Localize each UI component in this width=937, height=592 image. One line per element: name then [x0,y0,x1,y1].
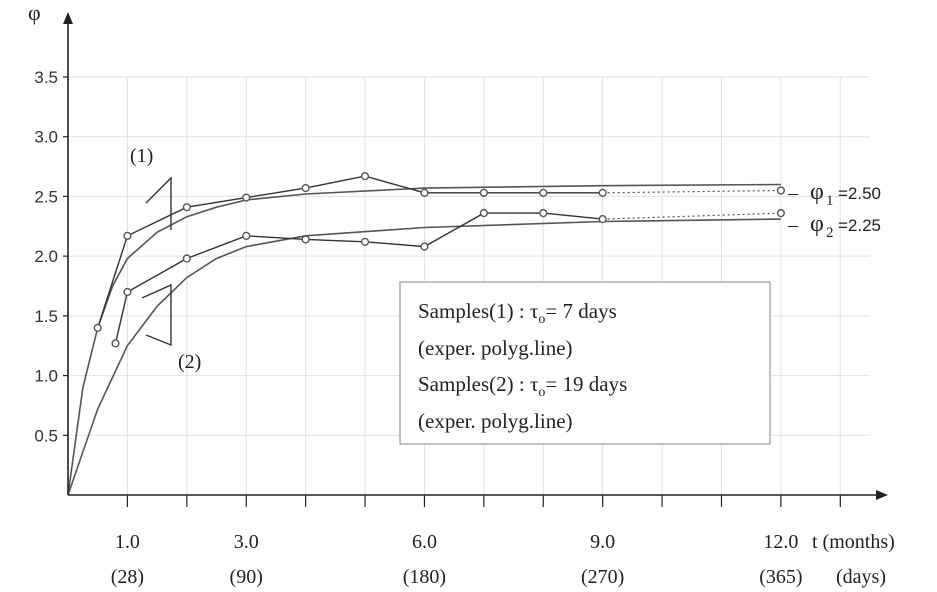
asymptote-2-label: – φ 2 =2.25 [787,211,881,241]
series-1-fitted-curve [67,184,603,496]
x-tick-label-days: (365) [759,566,802,588]
series-1-point [93,323,102,332]
x-axis-label-months: t (months) [812,531,895,553]
series-1-point [360,172,370,181]
series-2-point [111,339,120,348]
series-2-label: (2) [178,351,201,373]
series-1-fitted-curve-tail [602,183,781,187]
series-1-extrapolation [602,189,781,194]
fitted-curves [67,183,781,496]
series-2-point [301,235,310,244]
series-2-point [539,209,548,218]
series-1-point [776,186,785,195]
series-2-point [123,287,132,297]
series-2-pointer [141,283,172,347]
legend-note-1: (exper. polyg.line) [418,336,573,360]
x-tick-label-months: 3.0 [234,531,259,553]
series-1-point [123,231,132,240]
y-tick-label: 2.0 [34,247,58,266]
y-axis-label: φ [28,0,41,25]
x-tick-label-days: (180) [403,566,446,588]
y-tick-label: 0.5 [34,426,58,445]
asymptote-1-subscript: 1 [826,193,834,209]
series-2-annotation: (2) [141,283,201,373]
series-2-point [360,237,370,246]
series-1-pointer [145,176,172,230]
y-tick-label: 1.5 [34,307,58,326]
asymptote-1-symbol: φ [810,179,824,205]
experimental-polylines [93,172,785,348]
series-2-extrapolation [602,212,781,220]
x-ticks: 1.0 (28) 3.0 (90) 6.0 (180) 9.0 (270) 12.0 (365) [111,495,841,588]
x-tick-label-months: 6.0 [412,531,437,553]
y-tick-label: 2.5 [34,187,58,206]
x-tick-label-months: 12.0 [763,531,798,553]
series-2-point [479,209,488,218]
legend-note-2: (exper. polyg.line) [418,409,573,433]
series-2-fitted-curve-tail [602,218,781,223]
series-1-experimental-line [97,175,603,329]
legend-entry-2: Samples(2) : τo= 19 days [418,372,627,400]
series-1-point [539,188,548,197]
asymptote-2-subscript: 2 [826,225,834,241]
asymptote-1-value: =2.50 [838,184,881,203]
series-1-label: (1) [130,145,153,167]
x-tick-label-days: (90) [230,566,263,588]
y-tick-label: 1.0 [34,367,58,386]
legend-box: Samples(1) : τo= 7 days (exper. polyg.li… [399,281,771,445]
y-axis-arrow [63,12,73,24]
asymptote-2-symbol: φ [810,211,824,237]
series-2-point [182,254,191,263]
series-1-annotation: (1) [130,145,172,230]
y-tick-label: 3.5 [34,68,58,87]
y-ticks: 0.5 1.0 1.5 2.0 2.5 3.0 3.5 [34,68,68,445]
asymptote-2-dash: – [787,214,799,236]
series-2-point [242,231,251,240]
series-2-point [598,215,607,224]
x-tick-label-months: 1.0 [115,531,140,553]
series-1-point [598,188,607,197]
legend-frame [399,281,771,445]
series-1-point [301,183,310,193]
x-tick-label-days: (270) [581,566,624,588]
x-tick-label-days: (28) [111,566,144,588]
x-tick-label-months: 9.0 [590,531,615,553]
series-2-fitted-curve [67,220,603,496]
asymptote-1-dash: – [787,182,799,204]
series-2-point [776,209,785,218]
asymptote-1-label: – φ 1 =2.50 [787,179,881,209]
series-1-point [420,188,429,197]
legend-entry-1: Samples(1) : τo= 7 days [418,299,617,327]
series-1-point [242,193,251,202]
asymptote-2-value: =2.25 [838,216,881,235]
y-tick-label: 3.0 [34,128,58,147]
x-axis-label-days: (days) [836,566,886,588]
series-1-point [479,188,488,197]
series-1-point [182,203,191,212]
series-2-experimental-line [114,212,603,344]
axes: φ t (months) (days) [28,0,895,588]
series-2-point [420,242,429,251]
x-axis-arrow [876,490,888,500]
